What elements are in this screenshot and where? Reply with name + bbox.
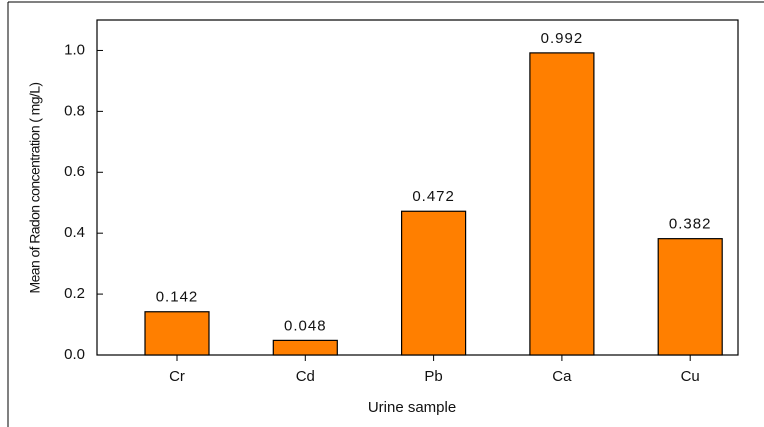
x-axis-label: Urine sample	[368, 399, 456, 416]
x-tick-label: Ca	[552, 368, 572, 385]
y-tick-label: 0.6	[64, 163, 85, 180]
bar	[401, 210, 467, 356]
bar	[144, 311, 210, 356]
bar	[272, 339, 338, 356]
value-label: 0.382	[669, 216, 712, 233]
value-label: 0.992	[541, 30, 584, 47]
x-tick-label: Pb	[424, 368, 442, 385]
y-tick-label: 0.2	[64, 285, 85, 302]
x-tick-label: Cu	[681, 368, 700, 385]
bar	[529, 52, 595, 356]
value-label: 0.472	[412, 188, 455, 205]
value-label: 0.142	[156, 289, 199, 306]
bar	[657, 238, 723, 356]
y-tick-label: 0.4	[64, 224, 85, 241]
x-tick-label: Cd	[296, 368, 315, 385]
y-tick-label: 0.0	[64, 346, 85, 363]
value-label: 0.048	[284, 317, 327, 334]
x-tick-label: Cr	[169, 368, 185, 385]
y-axis-label: Mean of Radon concentration ( mg/L)	[27, 83, 43, 294]
y-tick-label: 0.8	[64, 102, 85, 119]
y-tick-label: 1.0	[64, 41, 85, 58]
